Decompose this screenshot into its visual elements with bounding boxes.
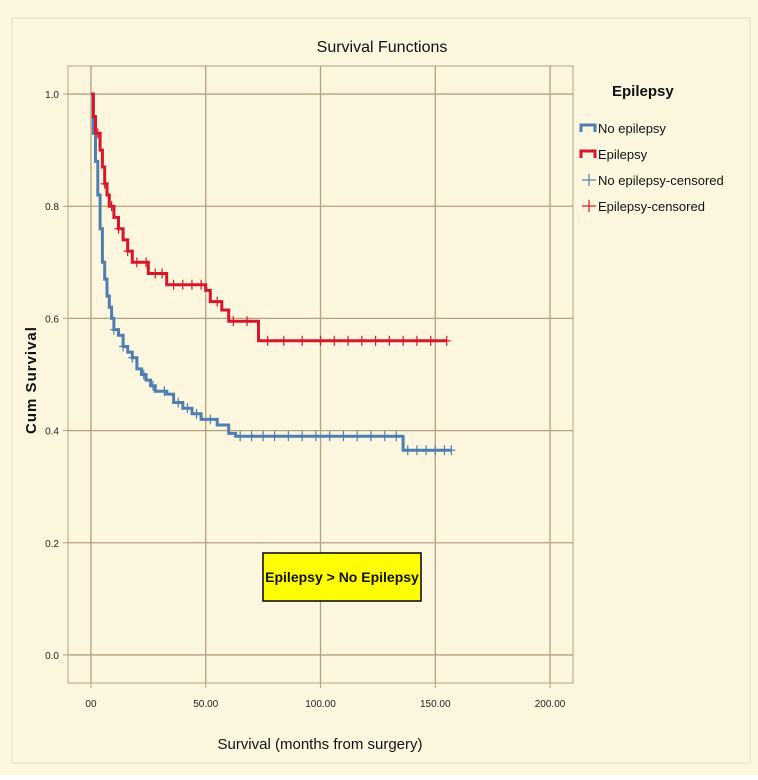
y-tick-label: 0.0	[45, 651, 59, 662]
x-tick-label: 200.00	[535, 699, 566, 710]
x-tick-label: 100.00	[305, 699, 336, 710]
chart-title: Survival Functions	[317, 39, 448, 56]
legend-label: Epilepsy-censored	[598, 199, 705, 214]
x-tick-label: 150.00	[420, 699, 451, 710]
y-axis-ticks: 0.0 0.2 0.4 0.6 0.8 1.0	[45, 90, 68, 662]
legend-title: Epilepsy	[612, 83, 674, 100]
annotation-background	[262, 552, 422, 602]
y-axis-label: Cum Survival	[23, 326, 40, 434]
chart-frame-border	[11, 17, 751, 764]
y-tick-label: 0.2	[45, 539, 59, 550]
legend-label: Epilepsy	[598, 147, 648, 162]
y-tick-label: 0.4	[45, 427, 59, 438]
annotation-text: Epilepsy > No Epilepsy	[265, 569, 419, 585]
y-tick-label: 1.0	[45, 90, 59, 101]
annotation-box: Epilepsy > No Epilepsy	[262, 552, 422, 602]
y-tick-label: 0.6	[45, 314, 59, 325]
x-axis-label: Survival (months from surgery)	[217, 736, 422, 753]
legend-label: No epilepsy-censored	[598, 173, 724, 188]
x-axis-ticks: 00 50.00 100.00 150.00 200.00	[85, 683, 566, 710]
x-tick-label: 00	[85, 699, 97, 710]
series-layer	[91, 92, 456, 456]
legend-swatch-line	[579, 123, 597, 132]
legend-items: No epilepsy Epilepsy No epilepsy-censored E…	[579, 121, 724, 214]
legend-label: No epilepsy	[598, 121, 666, 136]
legend-swatch-line	[579, 149, 597, 158]
grid	[68, 66, 573, 683]
y-tick-label: 0.8	[45, 202, 59, 213]
x-tick-label: 50.00	[193, 699, 218, 710]
legend: Epilepsy No epilepsy Epilepsy No epilepsy-…	[579, 83, 724, 214]
